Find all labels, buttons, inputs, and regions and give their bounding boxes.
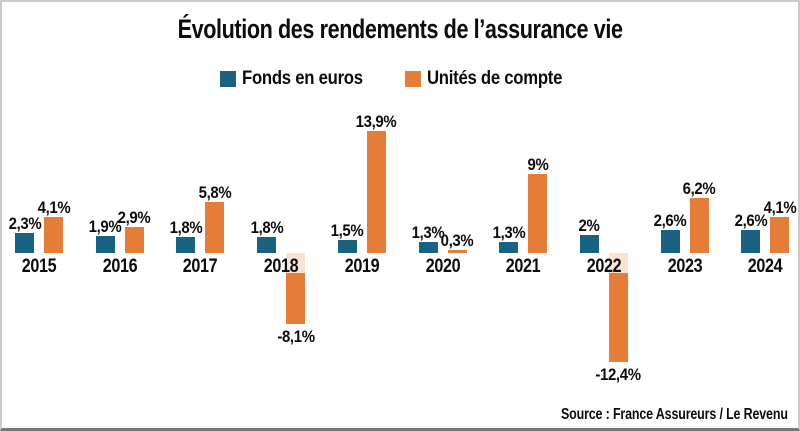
value-label-bar-uc-2023: 6,2%: [682, 179, 716, 198]
year-label: 2023: [667, 256, 702, 277]
bar-fonds-2016: [95, 236, 115, 253]
legend-item-unites-de-compte: Unités de compte: [404, 68, 581, 90]
bar-uc-2016: [124, 227, 144, 253]
value-label-bar-uc-2016: 2,9%: [117, 208, 151, 227]
value-label-bar-uc-2018: -8,1%: [276, 327, 315, 346]
chart-title-text: Évolution des rendements de l’assurance …: [177, 14, 623, 44]
year-label: 2022: [586, 256, 622, 277]
bar-fonds-2019: [337, 240, 357, 253]
bar-uc-2022: [608, 253, 628, 362]
year-label: 2015: [21, 256, 57, 277]
bar-uc-2015: [44, 217, 63, 253]
value-label-bar-uc-2019: 13,9%: [355, 112, 397, 131]
value-label-bar-uc-2017: 5,8%: [198, 183, 232, 202]
value-label-bar-uc-2021: 9%: [527, 155, 549, 174]
bar-fonds-2022: [579, 235, 599, 253]
year-label: 2024: [748, 256, 783, 277]
value-label-bar-fonds-2016: 1,9%: [88, 217, 122, 236]
bar-uc-2020: [447, 250, 467, 253]
bar-uc-2024: [770, 217, 790, 253]
bar-fonds-2018: [257, 237, 277, 253]
value-label-bar-fonds-2023: 2,6%: [653, 211, 687, 230]
bar-fonds-2015: [15, 233, 34, 253]
bar-uc-2023: [689, 198, 709, 253]
legend: Fonds en euros Unités de compte: [2, 68, 798, 90]
value-label-bar-fonds-2021: 1,3%: [492, 223, 526, 242]
year-label: 2016: [102, 256, 137, 277]
value-label-bar-fonds-2022: 2%: [578, 216, 600, 235]
value-label-bar-uc-2022: -12,4%: [595, 365, 642, 384]
legend-item-fonds-en-euros: Fonds en euros: [219, 68, 379, 90]
unites-de-compte-swatch-icon: [404, 71, 421, 87]
value-label-bar-fonds-2019: 1,5%: [330, 221, 364, 240]
value-label-bar-fonds-2020: 1,3%: [411, 223, 445, 242]
value-label-bar-fonds-2017: 1,8%: [169, 218, 203, 237]
value-label-bar-uc-2024: 4,1%: [763, 198, 797, 217]
value-label-bar-uc-2020: 0,3%: [440, 231, 474, 250]
year-label: 2021: [505, 256, 541, 277]
legend-label: Fonds en euros: [241, 68, 363, 89]
chart-title: Évolution des rendements de l’assurance …: [2, 12, 798, 46]
bar-fonds-2023: [660, 230, 680, 253]
year-label: 2019: [344, 256, 380, 277]
value-label-bar-uc-2015: 4,1%: [37, 198, 70, 217]
bar-fonds-2020: [418, 242, 438, 253]
bar-fonds-2024: [741, 230, 761, 253]
bar-uc-2019: [366, 131, 386, 253]
year-label: 2017: [183, 256, 218, 277]
bar-fonds-2021: [499, 242, 519, 253]
source-credit: Source : France Assureurs / Le Revenu: [561, 406, 788, 423]
bar-uc-2017: [205, 202, 225, 253]
value-label-bar-fonds-2018: 1,8%: [250, 218, 283, 237]
fonds-en-euros-swatch-icon: [219, 71, 236, 87]
year-label: 2018: [263, 256, 299, 277]
bar-uc-2018: [286, 253, 306, 324]
value-label-bar-fonds-2015: 2,3%: [8, 214, 41, 233]
legend-label: Unités de compte: [426, 68, 562, 89]
bar-fonds-2017: [176, 237, 196, 253]
year-label: 2020: [425, 256, 460, 277]
bar-uc-2021: [528, 174, 548, 253]
value-label-bar-fonds-2024: 2,6%: [734, 211, 768, 230]
